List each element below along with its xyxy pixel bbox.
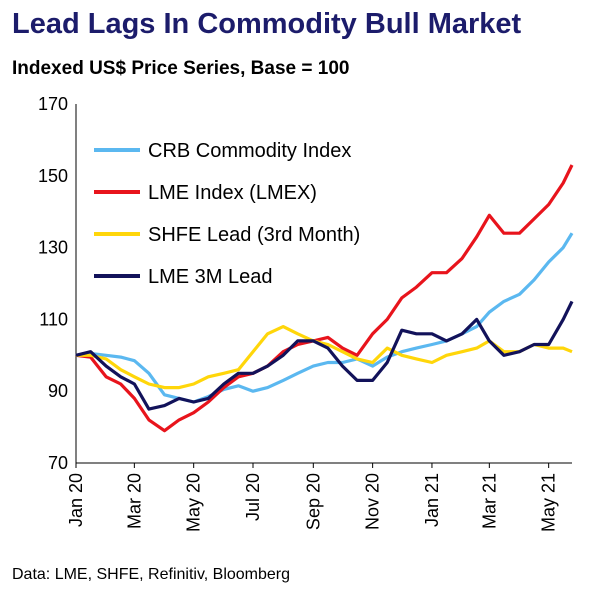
x-tick-label: May 21 (539, 473, 559, 532)
legend-label: LME 3M Lead (148, 266, 273, 288)
y-tick-label: 70 (48, 453, 68, 473)
source-note: Data: LME, SHFE, Refinitiv, Bloomberg (12, 566, 291, 583)
series-line (75, 300, 574, 411)
y-tick-label: 130 (38, 238, 68, 258)
x-tick-label: Mar 20 (124, 473, 144, 529)
axes: 70 90 110 130 150 170 Jan 20 Mar 20 May 20 Jul 20… (38, 94, 572, 532)
x-tick-label: May 20 (184, 473, 204, 532)
series-line (75, 232, 574, 404)
chart-subtitle: Indexed US$ Price Series, Base = 100 (12, 58, 350, 79)
legend: CRB Commodity Index LME Index (LMEX) SHFE … (94, 140, 360, 288)
x-tick-label: Jan 20 (66, 473, 86, 527)
x-tick-label: Mar 21 (479, 473, 499, 529)
y-tick-label: 150 (38, 166, 68, 186)
y-tick-label: 110 (39, 309, 68, 329)
legend-label: LME Index (LMEX) (148, 182, 317, 204)
legend-label: CRB Commodity Index (148, 140, 351, 162)
series-line (76, 325, 573, 390)
x-tick-label: Nov 20 (363, 473, 383, 530)
y-tick-label: 170 (38, 94, 68, 114)
x-tick-label: Jul 20 (243, 473, 263, 521)
chart-title: Lead Lags In Commodity Bull Market (12, 8, 522, 40)
line-chart: 70 90 110 130 150 170 Jan 20 Mar 20 May 20 Jul 20… (38, 94, 574, 532)
y-tick-label: 90 (48, 381, 68, 401)
legend-label: SHFE Lead (3rd Month) (148, 224, 360, 246)
series-line (75, 164, 574, 433)
series-lines (75, 164, 574, 433)
x-tick-label: Sep 20 (303, 473, 323, 530)
x-tick-label: Jan 21 (422, 473, 442, 527)
